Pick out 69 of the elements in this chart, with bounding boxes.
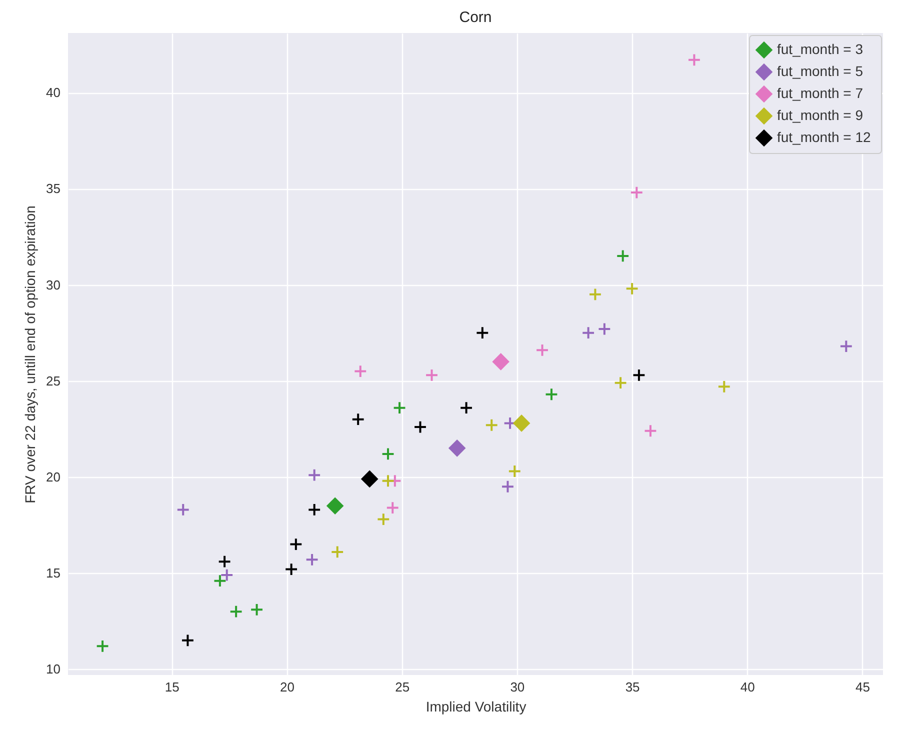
point — [213, 574, 227, 588]
x-tick-label: 30 — [510, 680, 525, 694]
point — [351, 412, 365, 426]
y-tick-label: 10 — [46, 662, 60, 677]
point — [616, 249, 630, 263]
point — [625, 282, 639, 296]
point — [630, 186, 644, 200]
point — [717, 380, 731, 394]
point — [360, 470, 378, 488]
point — [386, 501, 400, 514]
point — [644, 424, 658, 438]
point — [354, 364, 368, 378]
point — [308, 502, 322, 516]
y-tick-label: 30 — [46, 277, 60, 292]
point — [688, 53, 701, 67]
point — [381, 474, 395, 488]
point — [839, 340, 853, 354]
x-axis-title: Implied Volatility — [426, 698, 526, 714]
point — [330, 545, 344, 559]
y-tick-label: 40 — [46, 85, 60, 100]
point — [308, 468, 322, 482]
point — [476, 326, 490, 340]
point — [484, 418, 498, 432]
point — [284, 562, 298, 576]
point — [220, 568, 234, 582]
chart-title: Corn — [459, 9, 492, 26]
point — [582, 326, 596, 340]
point — [392, 401, 406, 415]
point — [632, 368, 646, 382]
point — [96, 639, 110, 653]
legend-label: fut_month = 9 — [777, 107, 864, 123]
point — [588, 288, 602, 302]
y-axis-title: FRV over 22 days, untill end of option expiration — [22, 206, 38, 504]
point — [305, 552, 319, 566]
point — [381, 447, 395, 461]
point — [289, 538, 303, 551]
point — [414, 420, 427, 434]
point — [376, 512, 390, 526]
point — [508, 464, 522, 478]
point — [544, 388, 558, 402]
point — [614, 376, 628, 390]
legend-label: fut_month = 5 — [777, 63, 864, 79]
x-tick-label: 35 — [625, 680, 640, 694]
point — [492, 353, 510, 370]
point — [326, 497, 344, 515]
point — [501, 480, 514, 494]
point — [460, 401, 473, 415]
legend-label: fut_month = 7 — [777, 85, 864, 101]
x-tick-label: 15 — [164, 680, 180, 694]
y-tick-label: 25 — [46, 373, 60, 388]
point — [598, 322, 612, 336]
y-tick-label: 35 — [46, 181, 60, 196]
x-tick-label: 40 — [740, 680, 755, 694]
point — [448, 440, 466, 457]
point — [218, 554, 232, 568]
x-tick-label: 25 — [395, 680, 410, 694]
point — [181, 634, 194, 648]
point — [250, 602, 264, 616]
point — [512, 414, 530, 432]
y-tick-label: 15 — [46, 566, 60, 581]
point — [229, 604, 243, 618]
point — [425, 368, 438, 382]
y-tick-label: 20 — [46, 470, 60, 485]
x-tick-label: 45 — [856, 680, 870, 694]
legend-label: fut_month = 3 — [777, 41, 864, 57]
point — [176, 502, 190, 516]
legend-label: fut_month = 12 — [777, 129, 872, 145]
point — [536, 343, 549, 357]
x-tick-label: 20 — [280, 680, 294, 694]
